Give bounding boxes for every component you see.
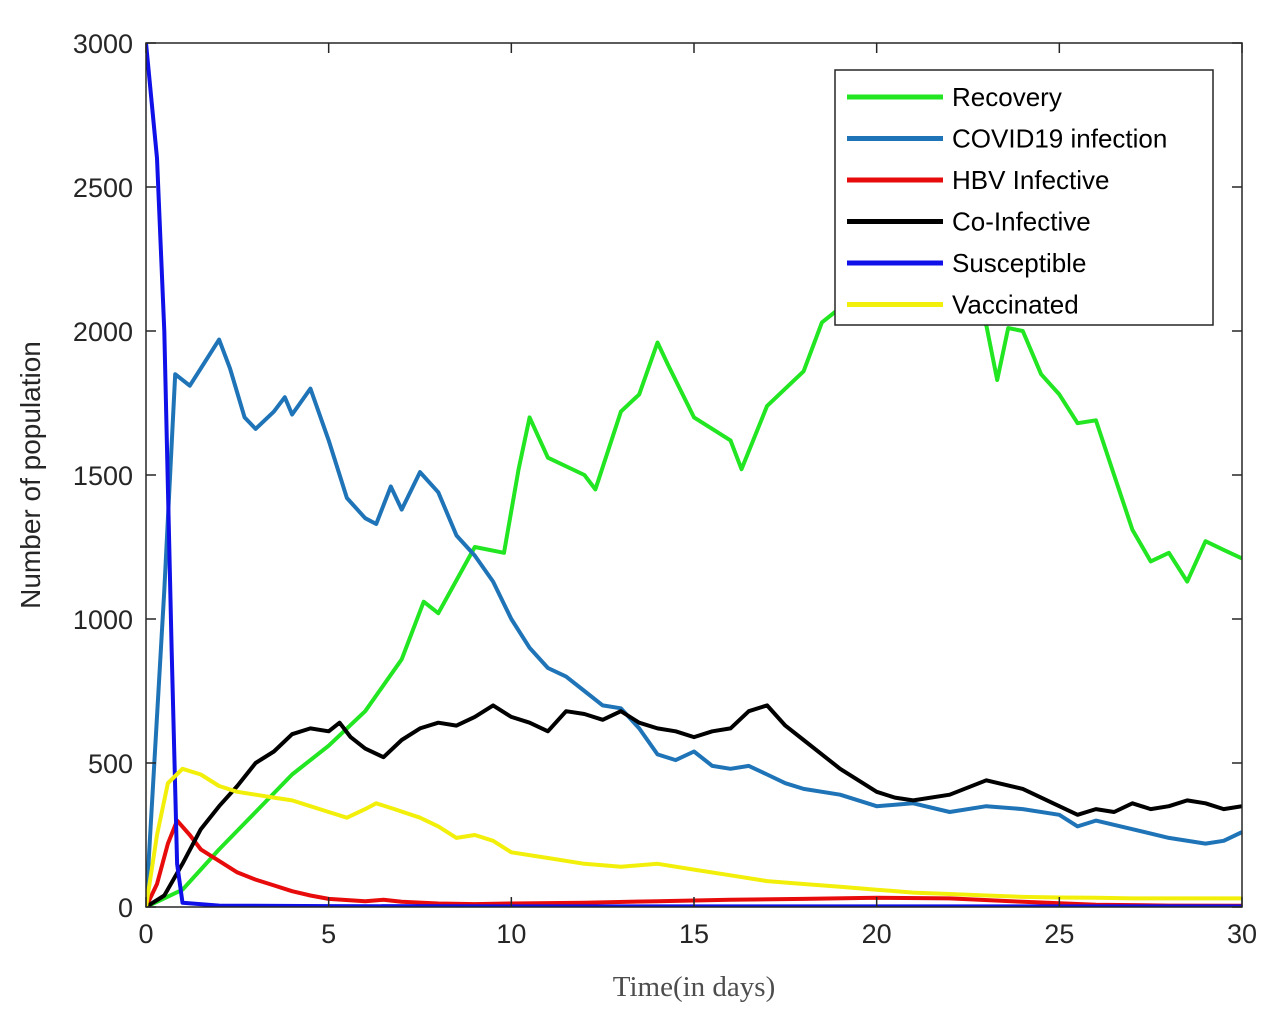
y-tick-label: 3000 [73, 29, 133, 59]
x-tick-label: 30 [1227, 919, 1257, 949]
x-tick-label: 10 [496, 919, 526, 949]
series-layer [146, 43, 1242, 907]
y-tick-label: 500 [88, 749, 133, 779]
legend: Recovery COVID19 infection HBV Infective Co… [834, 69, 1214, 326]
legend-label-susceptible: Susceptible [952, 248, 1086, 278]
y-tick-label: 1000 [73, 605, 133, 635]
y-tick-label: 0 [118, 893, 133, 923]
legend-label-covid19-infection: COVID19 infection [952, 124, 1167, 154]
y-tick-label: 2500 [73, 173, 133, 203]
x-axis-label: Time(in days) [613, 971, 775, 1003]
axis-layer: 0 5 10 15 20 25 30 0 500 1000 1500 2000 2500 3000 [73, 29, 1257, 949]
legend-box [834, 69, 1214, 326]
legend-label-recovery: Recovery [952, 82, 1062, 112]
series-line-hbv-infective [146, 818, 1242, 907]
series-line-vaccinated [146, 766, 1242, 907]
x-tick-label: 5 [321, 919, 336, 949]
legend-label-hbv-infective: HBV Infective [952, 165, 1110, 195]
series-line-co-infective [146, 703, 1242, 907]
y-tick-label: 1500 [73, 461, 133, 491]
x-tick-label: 25 [1044, 919, 1074, 949]
x-tick-label: 15 [679, 919, 709, 949]
legend-label-co-infective: Co-Infective [952, 207, 1091, 237]
y-tick-label: 2000 [73, 317, 133, 347]
series-line-covid19-infection [146, 337, 1242, 907]
y-axis-label: Number of population [15, 341, 46, 609]
x-tick-label: 20 [862, 919, 892, 949]
series-line-recovery [146, 271, 1242, 907]
legend-label-vaccinated: Vaccinated [952, 290, 1079, 320]
x-tick-label: 0 [138, 919, 153, 949]
